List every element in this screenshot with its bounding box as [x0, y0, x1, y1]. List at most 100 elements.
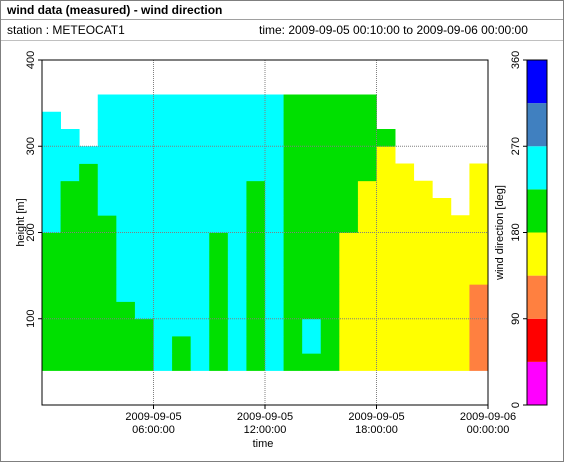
heat-cell	[302, 129, 322, 147]
heat-cell	[116, 163, 136, 182]
heat-cell	[357, 267, 377, 285]
time-range: time: 2009-09-05 00:10:00 to 2009-09-06 …	[259, 23, 528, 37]
heat-cell	[413, 318, 433, 337]
heat-cell	[79, 180, 99, 199]
colorbar-tick-group: 360	[510, 51, 522, 69]
y-tick-group: 200	[25, 223, 37, 241]
heat-cell	[320, 232, 340, 251]
heat-cell	[265, 94, 284, 113]
heat-cell	[209, 267, 229, 285]
heat-cell	[283, 94, 303, 113]
heat-cell	[97, 301, 117, 320]
heat-cell	[302, 249, 322, 268]
heat-cell	[209, 163, 229, 182]
heat-cell	[395, 163, 415, 182]
heat-cell	[60, 301, 80, 320]
heat-cell	[116, 215, 136, 233]
heat-cell	[246, 336, 266, 354]
heat-cell	[376, 232, 396, 251]
heat-cell	[134, 198, 154, 216]
heat-cell	[116, 267, 136, 285]
heat-cell	[60, 353, 80, 371]
heat-cell	[134, 215, 154, 233]
heat-cell	[79, 215, 99, 233]
heat-cell	[320, 180, 340, 199]
heat-cell	[339, 249, 359, 268]
heat-cell	[395, 336, 415, 354]
heat-cell	[172, 94, 192, 113]
heat-cell	[320, 146, 340, 164]
heat-cell	[376, 146, 396, 164]
y-tick-label: 200	[25, 223, 37, 241]
heat-cell	[265, 215, 284, 233]
heat-cell	[376, 301, 396, 320]
heat-cell	[246, 284, 266, 302]
heat-cell	[60, 284, 80, 302]
colorbar-bin	[527, 275, 547, 319]
heat-cell	[450, 249, 470, 268]
heat-cell	[190, 163, 210, 182]
heat-cell	[265, 129, 284, 147]
heat-cell	[172, 111, 192, 130]
heat-cell	[432, 336, 452, 354]
heat-cell	[227, 336, 247, 354]
heat-cell	[227, 318, 247, 337]
heat-cell	[413, 215, 433, 233]
heat-cell	[357, 232, 377, 251]
x-tick-label-box: 2009-09-05 18:00:00	[348, 411, 404, 436]
heat-cell	[246, 353, 266, 371]
heat-cell	[469, 215, 489, 233]
heat-cell	[265, 111, 284, 130]
heat-cell	[469, 284, 489, 302]
heat-cell	[339, 215, 359, 233]
heat-cell	[320, 163, 340, 182]
heat-cell	[134, 111, 154, 130]
heat-cell	[153, 232, 173, 251]
heat-cell	[376, 267, 396, 285]
heat-cell	[134, 146, 154, 164]
y-tick-group: 400	[25, 51, 37, 69]
heat-cell	[450, 215, 470, 233]
heat-cell	[172, 284, 192, 302]
heat-cell	[209, 180, 229, 199]
heat-cell	[469, 318, 489, 337]
heat-cell	[283, 267, 303, 285]
heat-cell	[153, 318, 173, 337]
heat-cell	[134, 336, 154, 354]
heat-cell	[172, 336, 192, 354]
heat-cell	[172, 180, 192, 199]
heat-cell	[413, 180, 433, 199]
heat-cell	[97, 353, 117, 371]
heat-cell	[265, 163, 284, 182]
heat-cell	[227, 232, 247, 251]
heat-cell	[376, 336, 396, 354]
heat-cell	[265, 249, 284, 268]
heat-cell	[320, 353, 340, 371]
colorbar-tick-label: 360	[510, 51, 522, 69]
heat-cell	[209, 111, 229, 130]
heat-cell	[265, 198, 284, 216]
heat-cell	[60, 163, 80, 182]
heat-cell	[97, 336, 117, 354]
heat-cell	[302, 267, 322, 285]
heat-cell	[79, 336, 99, 354]
plot-frame	[41, 59, 489, 406]
colorbar-tick-group: 90	[510, 313, 522, 325]
colorbar-bin	[527, 361, 547, 405]
heat-cell	[42, 249, 61, 268]
heat-cell	[302, 318, 322, 337]
heat-cell	[302, 146, 322, 164]
heat-cell	[395, 215, 415, 233]
heat-cell	[42, 336, 61, 354]
colorbar-tick-group: 0	[510, 402, 522, 408]
heat-cell	[395, 353, 415, 371]
heat-cell	[227, 215, 247, 233]
heat-cell	[283, 129, 303, 147]
heat-cell	[469, 301, 489, 320]
heat-cell	[320, 249, 340, 268]
heat-cell	[302, 284, 322, 302]
heat-cell	[357, 249, 377, 268]
heat-cell	[320, 336, 340, 354]
heat-cell	[246, 301, 266, 320]
